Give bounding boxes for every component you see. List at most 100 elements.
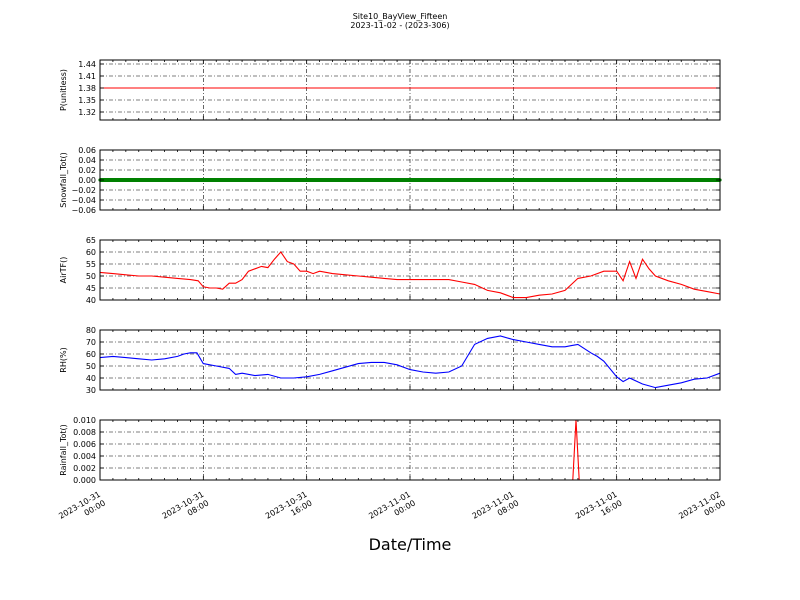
series-point <box>463 178 467 182</box>
series-point <box>618 178 622 182</box>
series-point <box>188 178 193 182</box>
series-point <box>127 178 131 182</box>
series-point <box>566 178 570 182</box>
series-point <box>708 178 712 182</box>
series-point <box>702 178 706 182</box>
series-point <box>553 178 557 182</box>
y-tick-label: 0.000 <box>73 476 96 485</box>
series-point <box>395 178 399 182</box>
subplot-5: 0.010 0.008 0.006 0.004 0.002 0.000 Rainfall_T… <box>59 416 721 485</box>
series-point <box>589 178 593 182</box>
series-point <box>418 178 422 182</box>
subplot-2: 0.060.040.020.00−0.02−0.04−0.06Snowfall_… <box>59 146 722 215</box>
series-point <box>621 178 625 182</box>
series-point <box>356 178 360 182</box>
series-point <box>192 178 196 182</box>
series-point <box>133 178 138 182</box>
series-point <box>230 178 234 182</box>
series-point <box>505 178 509 182</box>
series-point <box>182 178 186 182</box>
series-point <box>305 178 309 182</box>
series-point <box>437 178 441 182</box>
series-point <box>111 178 115 182</box>
series-point <box>308 178 312 182</box>
series-point <box>253 178 257 182</box>
y-tick-label: 0.006 <box>73 440 96 449</box>
series-point <box>679 178 683 182</box>
y-axis-label: Rainfall_Tot() <box>59 424 68 476</box>
series-point <box>414 178 419 182</box>
series-point <box>279 178 283 182</box>
series-point <box>353 178 357 182</box>
y-tick-label: 80 <box>86 326 96 335</box>
y-tick-label: 70 <box>86 338 96 347</box>
y-tick-label: 1.41 <box>78 72 96 81</box>
y-tick-label: 0.06 <box>78 146 96 155</box>
series-point <box>540 178 544 182</box>
series-point <box>692 178 696 182</box>
series-point <box>427 178 431 182</box>
series-point <box>208 178 212 182</box>
series-point <box>311 178 315 182</box>
series-point <box>272 178 276 182</box>
series-point <box>217 178 222 182</box>
series-point <box>114 178 118 182</box>
series-point <box>485 178 490 182</box>
series-point <box>705 178 709 182</box>
series-point <box>259 178 264 182</box>
axes-frame <box>99 419 721 481</box>
series-point <box>421 178 425 182</box>
series-point <box>343 178 348 182</box>
y-axis-label: AirTF() <box>59 257 68 284</box>
axes-frame <box>99 239 721 301</box>
y-tick-label: 40 <box>86 374 96 383</box>
series-point <box>550 178 554 182</box>
series-point <box>563 178 567 182</box>
series-point <box>389 178 393 182</box>
series-point <box>327 178 331 182</box>
series-point <box>159 178 163 182</box>
series-point <box>569 178 574 182</box>
series-point <box>653 178 658 182</box>
series-line <box>99 335 721 389</box>
series-point <box>408 178 412 182</box>
series-point <box>156 178 160 182</box>
series-point <box>143 178 147 182</box>
series-point <box>657 178 661 182</box>
series-point <box>663 178 667 182</box>
series-point <box>369 178 373 182</box>
series-point <box>605 178 609 182</box>
series-point <box>544 178 548 182</box>
series-point <box>498 178 503 182</box>
y-tick-label: 60 <box>86 350 96 359</box>
series-point <box>117 178 121 182</box>
series-point <box>372 178 377 182</box>
series-point <box>282 178 286 182</box>
series-point <box>401 178 406 182</box>
series-point <box>314 178 318 182</box>
series-point <box>669 178 674 182</box>
series-point <box>489 178 493 182</box>
series-point <box>137 178 141 182</box>
series-point <box>615 178 619 182</box>
series-point <box>440 178 444 182</box>
y-tick-label: 1.35 <box>78 96 96 105</box>
series-point <box>198 178 202 182</box>
series-point <box>204 178 209 182</box>
y-tick-label: 0.00 <box>78 176 96 185</box>
series-point <box>586 178 590 182</box>
series-point <box>482 178 486 182</box>
series-point <box>469 178 473 182</box>
series-point <box>624 178 628 182</box>
series-point <box>699 178 703 182</box>
series-point <box>179 178 183 182</box>
series-point <box>169 178 173 182</box>
series-point <box>385 178 389 182</box>
series-point <box>686 178 690 182</box>
series-point <box>405 178 409 182</box>
series-point <box>411 178 415 182</box>
series-point <box>673 178 677 182</box>
series-point <box>472 178 477 182</box>
